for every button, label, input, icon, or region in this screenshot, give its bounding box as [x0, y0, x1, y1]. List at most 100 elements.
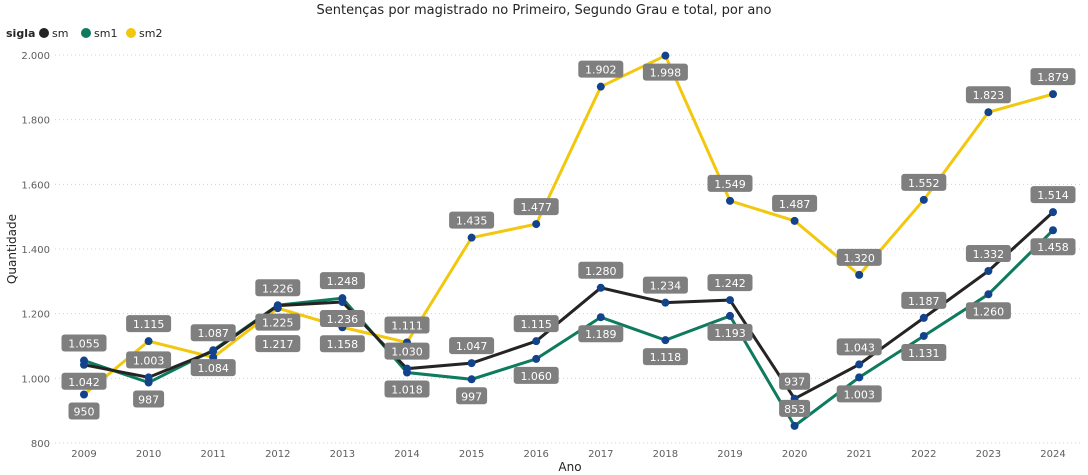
data-point-sm2[interactable]: [661, 51, 670, 60]
data-point-sm2[interactable]: [984, 108, 993, 117]
data-label-bg: [642, 276, 688, 294]
data-point-sm[interactable]: [144, 373, 153, 382]
data-point-sm2[interactable]: [919, 195, 928, 204]
legend-marker-sm2: [126, 28, 136, 38]
series-line-sm: [83, 211, 1055, 401]
data-label-sm1: 1.189: [585, 328, 617, 341]
data-label-sm2: 1.879: [1037, 71, 1069, 84]
data-label-sm: 1.187: [908, 295, 940, 308]
data-label-bg: [61, 334, 107, 352]
data-label-sm2: 1.477: [520, 201, 552, 214]
data-label-sm: 1.514: [1037, 189, 1069, 202]
data-label-sm: 1.047: [456, 340, 488, 353]
data-point-sm2[interactable]: [790, 216, 799, 225]
x-tick-label: 2022: [911, 449, 936, 460]
data-label-bg: [384, 342, 430, 360]
data-point-sm1[interactable]: [855, 373, 864, 382]
data-point-sm[interactable]: [532, 337, 541, 346]
data-label-bg: [779, 372, 811, 390]
data-point-sm[interactable]: [403, 364, 411, 373]
data-point-sm2[interactable]: [80, 390, 88, 399]
data-label-sm1: 1.118: [650, 351, 682, 364]
data-point-sm1[interactable]: [984, 290, 993, 299]
data-label-bg: [836, 338, 882, 356]
data-label-bg: [61, 372, 107, 390]
y-tick-label: 1.000: [21, 374, 50, 385]
data-label-sm: 1.225: [262, 317, 294, 330]
data-point-sm1[interactable]: [790, 421, 799, 430]
data-point-sm1[interactable]: [661, 336, 670, 345]
data-label-sm2: 1.552: [908, 177, 940, 190]
data-label-bg: [190, 359, 236, 377]
y-tick-label: 1.200: [21, 310, 50, 321]
data-label-sm: 1.242: [714, 277, 746, 290]
data-point-sm2[interactable]: [726, 196, 734, 205]
data-label-sm: 1.332: [973, 248, 1005, 261]
data-label-bg: [126, 351, 172, 369]
data-point-sm[interactable]: [273, 301, 282, 310]
data-label-bg: [319, 310, 365, 328]
data-label-bg: [965, 302, 1011, 320]
data-point-sm[interactable]: [919, 313, 928, 322]
data-label-sm1: 1.248: [327, 275, 359, 288]
data-point-sm1[interactable]: [467, 375, 476, 384]
data-label-bg: [772, 194, 818, 212]
data-label-bg: [1030, 68, 1076, 86]
data-label-sm1: 997: [461, 390, 482, 403]
data-label-sm2: 1.217: [262, 338, 294, 351]
data-point-sm1[interactable]: [726, 311, 734, 320]
y-tick-label: 2.000: [21, 51, 50, 62]
data-point-sm2[interactable]: [532, 220, 541, 229]
data-point-sm1[interactable]: [596, 313, 605, 322]
x-tick-label: 2016: [523, 449, 548, 460]
data-label-sm: 1.234: [650, 280, 682, 293]
data-label-bg: [779, 399, 811, 417]
x-tick-label: 2024: [1040, 449, 1065, 460]
data-point-sm1[interactable]: [1049, 226, 1057, 235]
data-point-sm2[interactable]: [855, 270, 864, 279]
data-label-bg: [255, 279, 301, 297]
data-label-sm1: 853: [784, 403, 805, 416]
x-axis-label: Ano: [558, 460, 581, 474]
data-label-sm: 1.003: [133, 354, 165, 367]
legend-marker-sm1: [81, 28, 91, 38]
data-point-sm[interactable]: [596, 283, 605, 292]
y-axis-label: Quantidade: [5, 214, 19, 284]
data-label-bg: [965, 244, 1011, 262]
data-point-sm[interactable]: [855, 360, 864, 369]
data-point-sm[interactable]: [80, 360, 88, 369]
data-label-bg: [126, 315, 172, 333]
x-tick-label: 2023: [976, 449, 1001, 460]
data-label-bg: [901, 343, 947, 361]
data-point-sm[interactable]: [209, 347, 218, 356]
data-label-sm1: 1.458: [1037, 241, 1069, 254]
data-label-bg: [642, 348, 688, 366]
x-tick-label: 2013: [330, 449, 355, 460]
legend-label-sm1[interactable]: sm1: [94, 27, 117, 40]
data-label-bg: [901, 173, 947, 191]
data-point-sm2[interactable]: [467, 233, 476, 242]
data-point-sm2[interactable]: [596, 82, 605, 91]
data-point-sm2[interactable]: [1049, 90, 1057, 99]
data-point-sm[interactable]: [984, 266, 993, 275]
data-point-sm[interactable]: [726, 296, 734, 305]
legend-label-sm[interactable]: sm: [52, 27, 68, 40]
data-label-bg: [68, 402, 100, 420]
data-label-sm1: 1.260: [973, 305, 1005, 318]
data-label-sm1: 1.055: [68, 338, 100, 351]
data-point-sm1[interactable]: [532, 354, 541, 363]
data-label-bg: [255, 335, 301, 353]
legend-label-sm2[interactable]: sm2: [139, 27, 162, 40]
data-point-sm[interactable]: [661, 298, 670, 307]
x-tick-label: 2009: [71, 449, 96, 460]
data-point-sm1[interactable]: [919, 331, 928, 340]
data-point-sm[interactable]: [467, 359, 476, 368]
data-label-bg: [1030, 238, 1076, 256]
data-label-sm: 1.280: [585, 265, 617, 278]
data-point-sm2[interactable]: [144, 337, 153, 346]
data-point-sm[interactable]: [338, 298, 347, 307]
data-label-sm1: 1.003: [843, 388, 875, 401]
data-label-bg: [456, 387, 488, 405]
data-point-sm[interactable]: [1049, 208, 1057, 217]
